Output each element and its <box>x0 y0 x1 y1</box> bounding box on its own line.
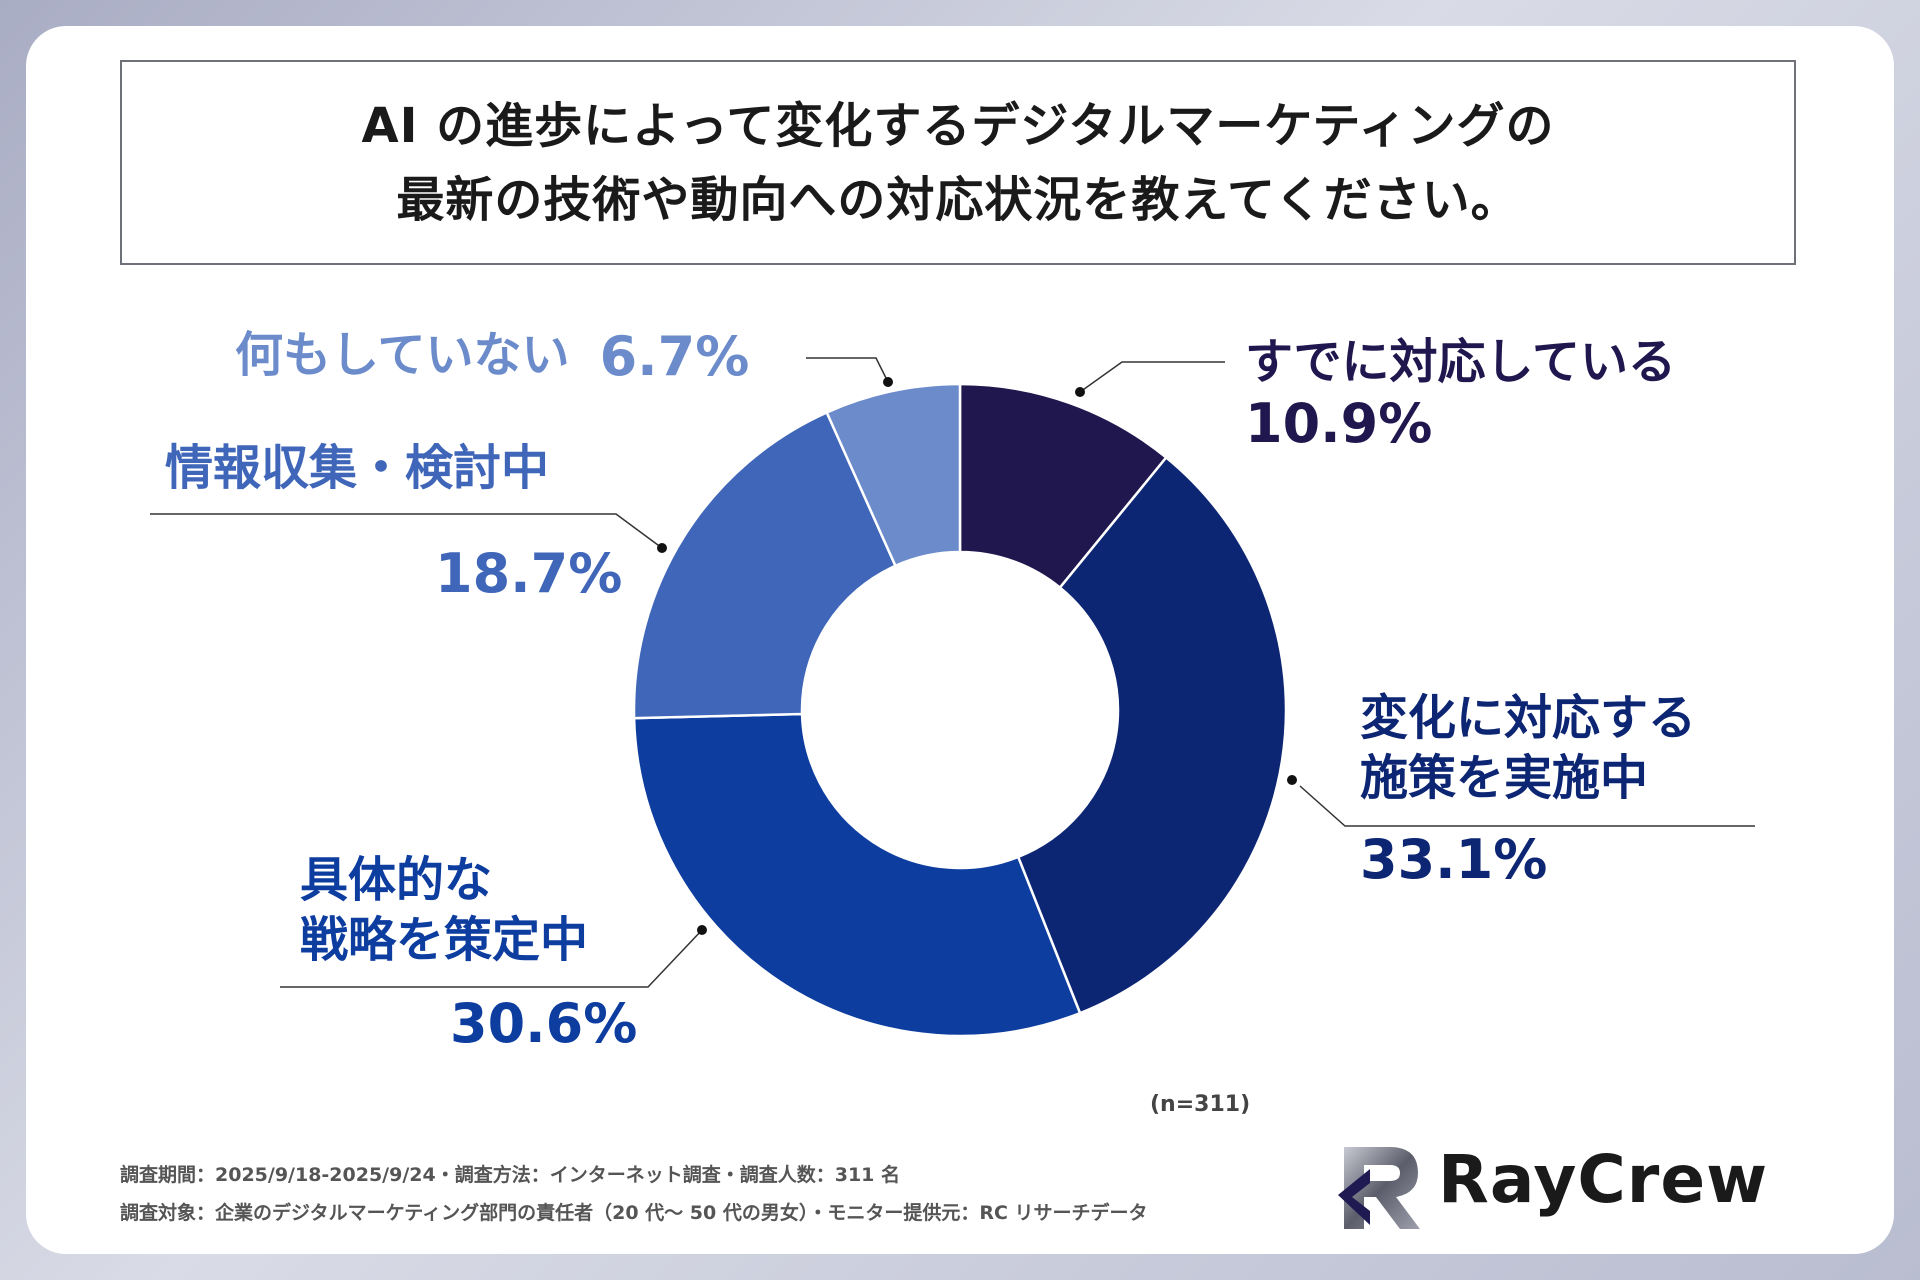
slice-nothing <box>825 382 962 568</box>
leader-line-strategy <box>280 929 703 988</box>
leader-line-already <box>1079 361 1225 393</box>
leader-dot-researching <box>657 543 667 553</box>
label-nothing: 何もしていない 6.7% <box>235 325 749 389</box>
leader-dot-nothing <box>883 377 893 387</box>
label-already-pct: 10.9% <box>1245 392 1433 455</box>
title-box: AI の進歩によって変化するデジタルマーケティングの 最新の技術や動向への対応状… <box>120 60 1796 265</box>
slice-strategy <box>632 712 1082 1038</box>
label-strategy-cat-2: 戦略を策定中 <box>300 912 589 968</box>
label-researching: 情報収集・検討中 18.7% <box>165 438 622 606</box>
logo-text: RayCrew <box>1438 1141 1769 1218</box>
leader-dot-strategy <box>697 925 707 935</box>
label-already: すでに対応している 10.9% <box>1245 332 1676 456</box>
label-strategy-pct: 30.6% <box>450 992 638 1055</box>
label-nothing-cat: 何もしていない <box>235 327 570 383</box>
label-researching-cat: 情報収集・検討中 <box>165 440 550 496</box>
label-implementing: 変化に対応する 施策を実施中 33.1% <box>1360 688 1696 892</box>
sample-size-note: (n=311) <box>1150 1092 1251 1117</box>
leader-dot-implementing <box>1287 775 1297 785</box>
card <box>26 26 1894 1254</box>
label-researching-pct: 18.7% <box>435 542 623 605</box>
raycrew-logo: RayCrew <box>1330 1135 1800 1235</box>
leader-line-researching <box>150 513 663 549</box>
slice-researching <box>632 410 898 720</box>
label-implementing-cat-1: 変化に対応する <box>1360 690 1697 746</box>
leader-line-implementing <box>1299 785 1755 827</box>
title-line-2: 最新の技術や動向への対応状況を教えてください。 <box>396 171 1520 228</box>
label-strategy: 具体的な 戦略を策定中 30.6% <box>300 850 637 1056</box>
title-line-1: AI の進歩によって変化するデジタルマーケティングの <box>361 97 1555 154</box>
label-implementing-cat-2: 施策を実施中 <box>1360 750 1649 806</box>
label-strategy-cat-1: 具体的な <box>300 852 493 908</box>
leader-dot-already <box>1075 387 1085 397</box>
footer-line-1: 調査期間：2025/9/18-2025/9/24・調査方法：インターネット調査・… <box>120 1164 901 1186</box>
leader-line-nothing <box>806 357 889 383</box>
label-already-cat: すでに対応している <box>1245 334 1677 390</box>
footer-line-2: 調査対象：企業のデジタルマーケティング部門の責任者（20 代〜 50 代の男女）… <box>120 1202 1148 1224</box>
label-implementing-pct: 33.1% <box>1360 828 1548 891</box>
raycrew-logo-icon <box>1338 1147 1420 1229</box>
label-nothing-pct: 6.7% <box>599 325 750 388</box>
slice-implementing <box>1016 455 1288 1015</box>
